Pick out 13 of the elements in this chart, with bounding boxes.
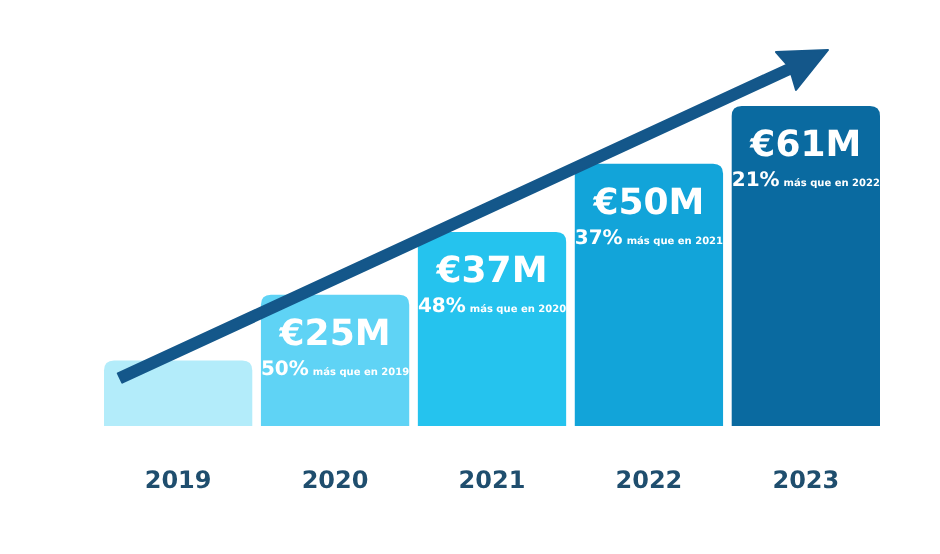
data-label: €50M bbox=[591, 181, 705, 224]
bar bbox=[104, 360, 253, 426]
x-tick-label: 2021 bbox=[458, 466, 526, 494]
x-tick-label: 2019 bbox=[144, 466, 212, 494]
bar bbox=[417, 231, 567, 426]
x-tick-label: 2020 bbox=[301, 466, 369, 494]
data-label: €37M bbox=[434, 249, 548, 292]
data-label: €25M bbox=[277, 312, 391, 355]
x-tick-label: 2022 bbox=[615, 466, 683, 494]
bar bbox=[574, 163, 724, 426]
bar bbox=[731, 106, 880, 426]
x-tick-label: 2023 bbox=[772, 466, 840, 494]
data-label: €61M bbox=[748, 124, 862, 166]
